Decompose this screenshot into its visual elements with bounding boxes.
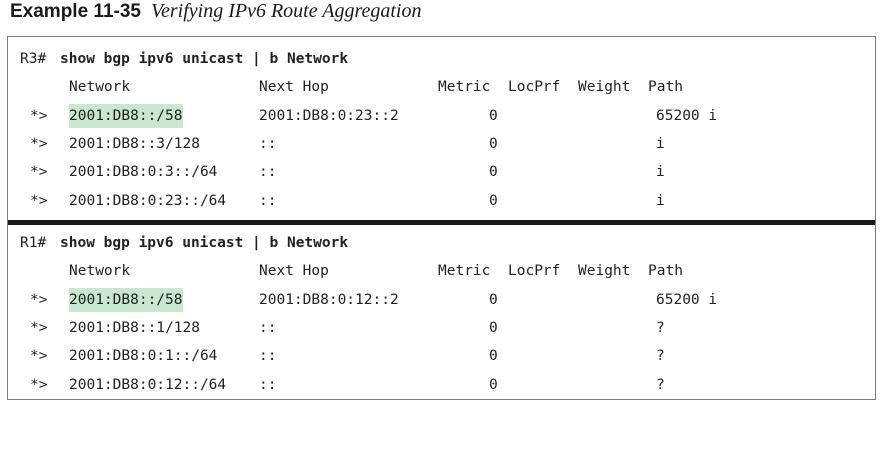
route-metric: 0 — [489, 348, 498, 364]
route-network: 2001:DB8:0:3::/64 — [69, 164, 218, 180]
header-path: Path — [648, 79, 683, 95]
header-network: Network — [69, 263, 131, 279]
route-metric: 0 — [489, 108, 498, 124]
route-path: ? — [656, 377, 665, 393]
command-line-r3: R3# show bgp ipv6 unicast | b Network — [8, 47, 348, 71]
header-metric: Metric — [438, 79, 491, 95]
header-next-hop: Next Hop — [259, 263, 329, 279]
cli-command: show bgp ipv6 unicast | b Network — [60, 51, 349, 67]
header-metric: Metric — [438, 263, 491, 279]
route-status: *> — [30, 320, 48, 336]
route-metric: 0 — [489, 320, 498, 336]
example-title: Verifying IPv6 Route Aggregation — [150, 0, 422, 22]
route-metric: 0 — [489, 164, 498, 180]
route-next-hop: :: — [259, 136, 277, 152]
route-next-hop: :: — [259, 320, 277, 336]
route-path: ? — [656, 348, 665, 364]
header-path: Path — [648, 263, 683, 279]
cli-output-frame: R3# show bgp ipv6 unicast | b Network Ne… — [7, 36, 876, 400]
route-path: 65200 i — [656, 292, 718, 308]
route-metric: 0 — [489, 377, 498, 393]
route-path: ? — [656, 320, 665, 336]
route-metric: 0 — [489, 292, 498, 308]
route-metric: 0 — [489, 193, 498, 209]
route-path: 65200 i — [656, 108, 718, 124]
section-divider — [8, 220, 875, 225]
route-path: i — [656, 136, 665, 152]
route-network: 2001:DB8::3/128 — [69, 136, 200, 152]
header-weight: Weight — [578, 263, 631, 279]
route-next-hop: :: — [259, 164, 277, 180]
route-path: i — [656, 164, 665, 180]
cli-command: show bgp ipv6 unicast | b Network — [60, 235, 349, 251]
route-next-hop: 2001:DB8:0:23::2 — [259, 108, 399, 124]
table-header: Network Next Hop Metric LocPrf Weight Pa… — [8, 75, 683, 99]
route-status: *> — [30, 164, 48, 180]
route-network: 2001:DB8:0:12::/64 — [69, 377, 227, 393]
example-caption: Example 11-35 Verifying IPv6 Route Aggreg… — [10, 0, 421, 26]
route-network: 2001:DB8::/58 — [69, 104, 183, 128]
header-next-hop: Next Hop — [259, 79, 329, 95]
table-header: Network Next Hop Metric LocPrf Weight Pa… — [8, 259, 683, 283]
route-status: *> — [30, 292, 48, 308]
route-next-hop: :: — [259, 377, 277, 393]
route-network: 2001:DB8::/58 — [69, 288, 183, 312]
route-network: 2001:DB8::1/128 — [69, 320, 200, 336]
route-path: i — [656, 193, 665, 209]
route-network: 2001:DB8:0:1::/64 — [69, 348, 218, 364]
command-line-r1: R1# show bgp ipv6 unicast | b Network — [8, 231, 348, 255]
route-status: *> — [30, 136, 48, 152]
route-next-hop: :: — [259, 348, 277, 364]
route-status: *> — [30, 377, 48, 393]
route-status: *> — [30, 348, 48, 364]
route-next-hop: :: — [259, 193, 277, 209]
route-status: *> — [30, 108, 48, 124]
route-status: *> — [30, 193, 48, 209]
route-network: 2001:DB8:0:23::/64 — [69, 193, 227, 209]
cli-prompt: R3# — [20, 51, 47, 67]
header-weight: Weight — [578, 79, 631, 95]
example-number: Example 11-35 — [10, 1, 141, 22]
route-next-hop: 2001:DB8:0:12::2 — [259, 292, 399, 308]
header-locprf: LocPrf — [508, 263, 561, 279]
header-network: Network — [69, 79, 131, 95]
route-metric: 0 — [489, 136, 498, 152]
header-locprf: LocPrf — [508, 79, 561, 95]
cli-prompt: R1# — [20, 235, 47, 251]
